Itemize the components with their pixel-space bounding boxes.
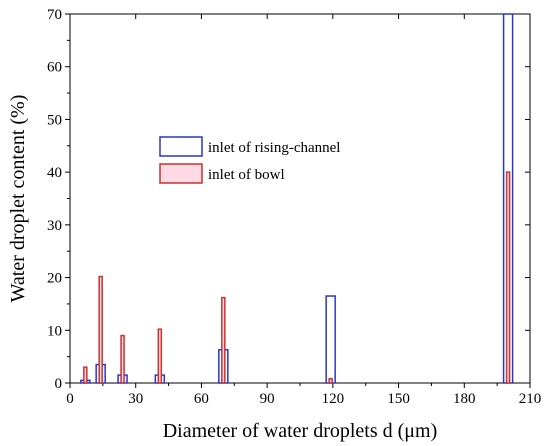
bars-inlet-of-rising-channel — [80, 13, 514, 384]
bar — [328, 378, 333, 384]
bar — [221, 296, 226, 384]
legend-swatch-bowl — [159, 163, 203, 184]
x-tick-label: 90 — [260, 391, 275, 407]
x-axis-title: Diameter of water droplets d (μm) — [163, 420, 438, 442]
y-tick-label: 50 — [47, 112, 62, 128]
x-tick-label: 210 — [519, 391, 542, 407]
y-tick-label: 20 — [47, 271, 62, 287]
bar — [325, 295, 336, 384]
legend-label-rising-channel: inlet of rising-channel — [208, 140, 340, 156]
plot-frame — [69, 13, 531, 384]
y-tick-label: 60 — [47, 60, 62, 76]
x-tick-labels: 0 30 60 90 120 150 180 210 — [66, 391, 541, 407]
legend-swatch-rising-channel — [159, 136, 203, 157]
legend-label-bowl: inlet of bowl — [208, 167, 285, 183]
x-tick-label: 180 — [453, 391, 476, 407]
x-tick-label: 0 — [66, 391, 74, 407]
y-tick-label: 40 — [47, 165, 62, 181]
bar — [83, 366, 88, 384]
x-tick-label: 30 — [128, 391, 143, 407]
bar — [505, 171, 511, 384]
y-tick-labels: 0 10 20 30 40 50 60 70 — [47, 7, 62, 392]
bar — [98, 275, 103, 384]
y-tick-label: 70 — [47, 7, 62, 23]
x-tick-label: 60 — [194, 391, 209, 407]
y-axis-title: Water droplet content (%) — [7, 95, 29, 303]
axes — [65, 13, 531, 388]
bar — [157, 328, 163, 384]
x-tick-label: 150 — [387, 391, 410, 407]
legend: inlet of rising-channel inlet of bowl — [159, 136, 340, 184]
bar — [120, 334, 125, 384]
x-tick-label: 120 — [322, 391, 345, 407]
y-tick-label: 30 — [47, 218, 62, 234]
bars-inlet-of-bowl — [83, 171, 511, 384]
y-tick-label: 10 — [47, 323, 62, 339]
y-tick-label: 0 — [55, 376, 63, 392]
